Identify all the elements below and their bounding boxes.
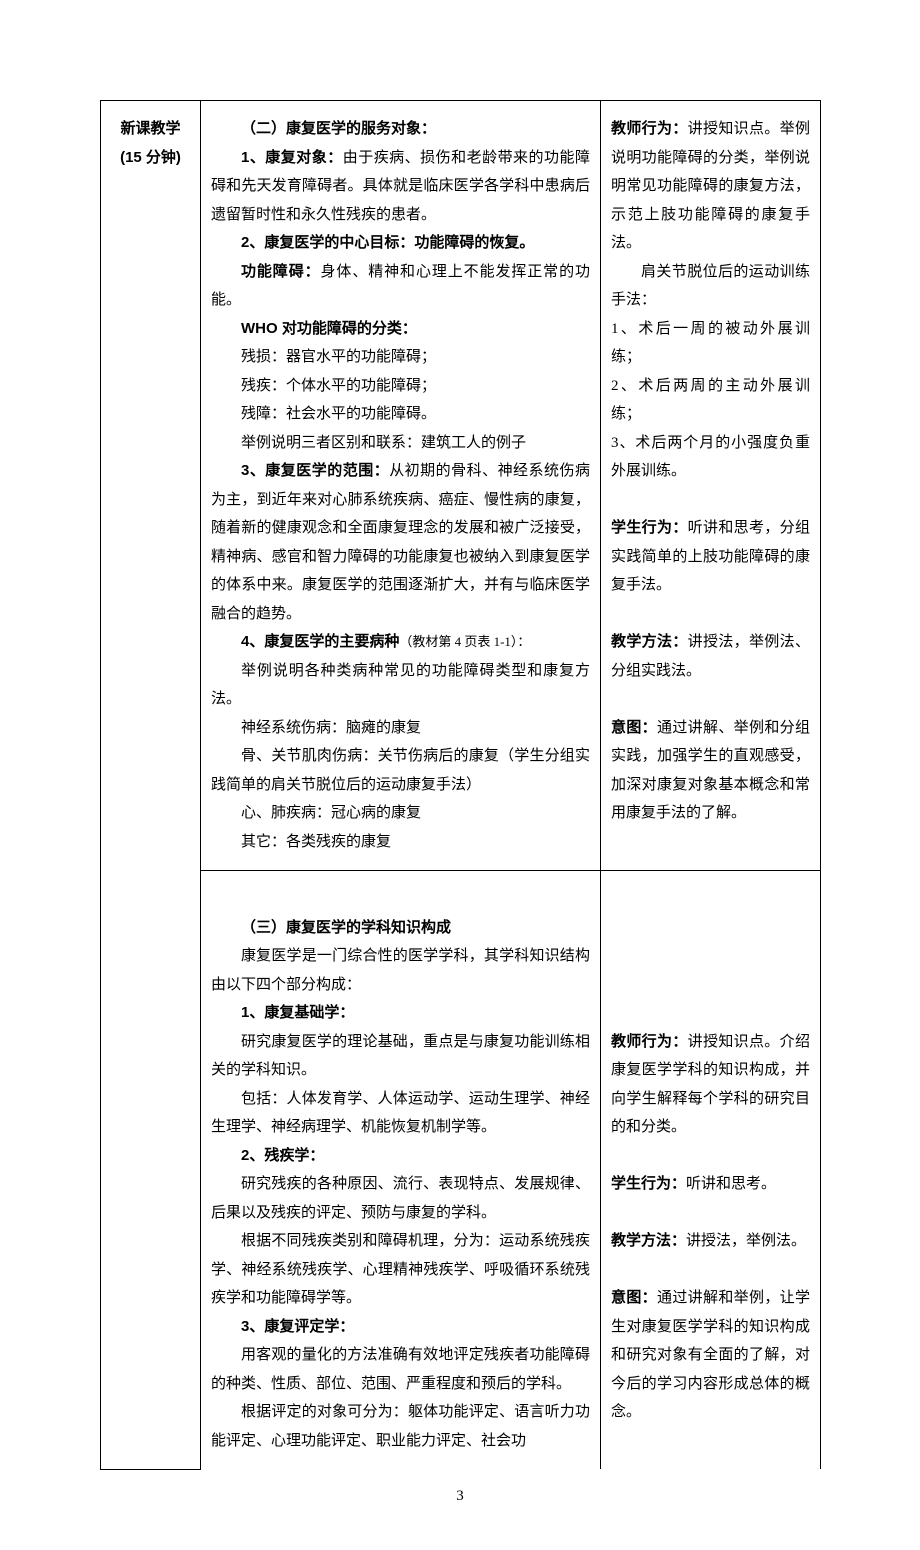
section2-notes: 教师行为：讲授知识点。举例说明功能障碍的分类，举例说明常见功能障碍的康复方法，示… (601, 101, 821, 871)
s2-note-method: 教学方法：讲授法，举例法、分组实践法。 (611, 628, 810, 685)
s2-note-m-label: 教学方法： (611, 633, 688, 650)
s2-who-2: 残疾：个体水平的功能障碍； (211, 372, 590, 401)
section3-content: （三）康复医学的学科知识构成 康复医学是一门综合性的医学学科，其学科知识结构由以… (201, 871, 601, 1470)
s2-p3-label: 3、康复医学的范围： (241, 462, 389, 479)
s3-p2-label: 2、残疾学： (211, 1142, 590, 1171)
s2-note-student: 学生行为：听讲和思考，分组实践简单的上肢功能障碍的康复手法。 (611, 514, 810, 600)
s2-p2-label: 2、康复医学的中心目标：功能障碍的恢复。 (211, 229, 590, 258)
section2-content: （二）康复医学的服务对象： 1、康复对象：由于疾病、损伤和老龄带来的功能障碍和先… (201, 101, 601, 871)
s2-note-t1-1: 1、术后一周的被动外展训练； (611, 315, 810, 372)
s2-p3-text: 从初期的骨科、神经系统伤病为主，到近年来对心肺系统疾病、癌症、慢性病的康复，随着… (211, 463, 590, 622)
s2-p4-c: 心、肺疾病：冠心病的康复 (211, 799, 590, 828)
s3-p2-b: 根据不同残疾类别和障碍机理，分为：运动系统残疾学、神经系统残疾学、心理精神残疾学… (211, 1227, 590, 1313)
stage-label-line1: 新课教学 (111, 115, 190, 144)
s2-p4-b: 骨、关节肌肉伤病：关节伤病后的康复（学生分组实践简单的肩关节脱位后的运动康复手法… (211, 742, 590, 799)
s2-p2-sub: 功能障碍：身体、精神和心理上不能发挥正常的功能。 (211, 258, 590, 315)
s3-p1-b: 包括：人体发育学、人体运动学、运动生理学、神经生理学、神经病理学、机能恢复机制学… (211, 1085, 590, 1142)
s3-note-m-text: 讲授法，举例法。 (686, 1233, 806, 1249)
section3-title: （三）康复医学的学科知识构成 (211, 914, 590, 943)
s2-p4-a: 神经系统伤病：脑瘫的康复 (211, 714, 590, 743)
s3-p3-b: 根据评定的对象可分为：躯体功能评定、语言听力功能评定、心理功能评定、职业能力评定… (211, 1398, 590, 1455)
s2-p4-ref: （教材第 4 页表 1-1）： (399, 634, 530, 649)
s2-who-3: 残障：社会水平的功能障碍。 (211, 400, 590, 429)
s2-note-t-label: 教师行为： (611, 120, 688, 137)
stage-label-line2: (15 分钟) (111, 144, 190, 173)
s3-note-i-label: 意图： (611, 1289, 657, 1306)
s2-p4-d: 其它：各类残疾的康复 (211, 828, 590, 857)
s2-who-1: 残损：器官水平的功能障碍； (211, 343, 590, 372)
s2-who-eg: 举例说明三者区别和联系：建筑工人的例子 (211, 429, 590, 458)
s2-p4-text: 举例说明各种类病种常见的功能障碍类型和康复方法。 (211, 657, 590, 714)
s3-note-s-text: 听讲和思考。 (686, 1176, 776, 1192)
s3-note-teacher: 教师行为：讲授知识点。介绍康复医学学科的知识构成，并向学生解释每个学科的研究目的… (611, 1028, 810, 1142)
s3-p1-label: 1、康复基础学： (211, 999, 590, 1028)
s2-p1: 1、康复对象：由于疾病、损伤和老龄带来的功能障碍和先天发育障碍者。具体就是临床医… (211, 144, 590, 230)
s2-note-t-sub: 肩关节脱位后的运动训练手法： (611, 258, 810, 315)
s2-note-i-label: 意图： (611, 719, 657, 736)
s2-p1-label: 1、康复对象： (241, 149, 343, 166)
s3-note-student: 学生行为：听讲和思考。 (611, 1170, 810, 1199)
s2-p3: 3、康复医学的范围：从初期的骨科、神经系统伤病为主，到近年来对心肺系统疾病、癌症… (211, 457, 590, 628)
s2-note-s-label: 学生行为： (611, 519, 688, 536)
s3-note-i-text: 通过讲解和举例，让学生对康复医学学科的知识构成和研究对象有全面的了解，对今后的学… (611, 1290, 810, 1420)
s2-p4-label: 4、康复医学的主要病种 (241, 633, 399, 650)
s3-note-t-label: 教师行为： (611, 1033, 688, 1050)
s2-note-intent: 意图：通过讲解、举例和分组实践，加强学生的直观感受，加深对康复对象基本概念和常用… (611, 714, 810, 828)
s3-note-m-label: 教学方法： (611, 1232, 686, 1249)
s3-note-method: 教学方法：讲授法，举例法。 (611, 1227, 810, 1256)
s2-note-t-text: 讲授知识点。举例说明功能障碍的分类，举例说明常见功能障碍的康复方法，示范上肢功能… (611, 121, 810, 251)
s3-p3-a: 用客观的量化的方法准确有效地评定残疾者功能障碍的种类、性质、部位、范围、严重程度… (211, 1341, 590, 1398)
s2-who-label: WHO 对功能障碍的分类： (211, 315, 590, 344)
s3-p3-label: 3、康复评定学： (211, 1313, 590, 1342)
s3-note-intent: 意图：通过讲解和举例，让学生对康复医学学科的知识构成和研究对象有全面的了解，对今… (611, 1284, 810, 1427)
s3-p1-a: 研究康复医学的理论基础，重点是与康复功能训练相关的学科知识。 (211, 1028, 590, 1085)
section2-title: （二）康复医学的服务对象： (211, 115, 590, 144)
s3-intro: 康复医学是一门综合性的医学学科，其学科知识结构由以下四个部分构成： (211, 942, 590, 999)
s2-p2-sub-label: 功能障碍： (241, 263, 321, 280)
section3-notes: 教师行为：讲授知识点。介绍康复医学学科的知识构成，并向学生解释每个学科的研究目的… (601, 871, 821, 1470)
s3-note-s-label: 学生行为： (611, 1175, 686, 1192)
s3-p2-a: 研究残疾的各种原因、流行、表现特点、发展规律、后果以及残疾的评定、预防与康复的学… (211, 1170, 590, 1227)
page-number: 3 (100, 1482, 820, 1511)
s2-note-t1-2: 2、术后两周的主动外展训练； (611, 372, 810, 429)
s2-p4-head: 4、康复医学的主要病种（教材第 4 页表 1-1）： (211, 628, 590, 657)
stage-label-cell: 新课教学 (15 分钟) (101, 101, 201, 1470)
lesson-plan-table: 新课教学 (15 分钟) （二）康复医学的服务对象： 1、康复对象：由于疾病、损… (100, 100, 821, 1470)
s2-note-t1-3: 3、术后两个月的小强度负重外展训练。 (611, 429, 810, 486)
s2-note-teacher: 教师行为：讲授知识点。举例说明功能障碍的分类，举例说明常见功能障碍的康复方法，示… (611, 115, 810, 258)
